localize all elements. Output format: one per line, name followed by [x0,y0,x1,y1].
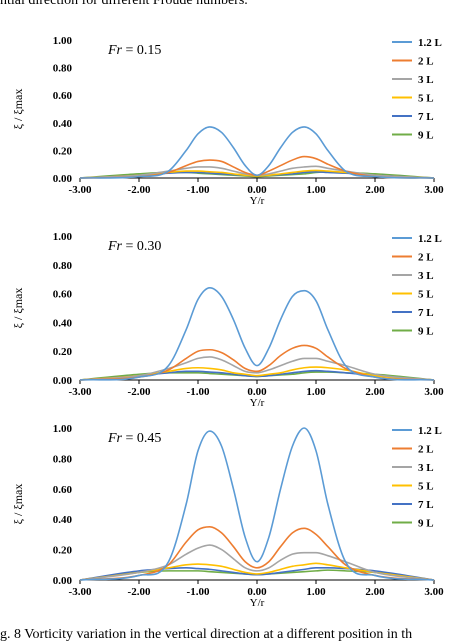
figure-caption-top: ntial direction for different Froude num… [0,0,248,8]
chart-panel-fr-045: 0.00 0.20 0.40 0.60 0.80 1.00 -3.00 -2.00 -1.00 0… [0,420,474,620]
x-tick-label: -3.00 [69,386,92,398]
x-tick-label: 1.00 [306,184,326,196]
froude-annotation: Fr = 0.30 [107,239,161,254]
froude-value: = 0.15 [122,43,161,58]
y-tick-label: 0.40 [53,514,73,526]
y-tick-label: 0.40 [53,317,73,329]
line-chart-fr-045: 0.00 0.20 0.40 0.60 0.80 1.00 -3.00 -2.00 -1.00 0… [11,423,444,609]
legend-entry: 1.2 L [418,37,442,49]
x-tick-label: 3.00 [424,586,444,598]
froude-value: = 0.30 [122,239,161,254]
series-line-1-2-l [79,287,435,381]
legend-entry: 9 L [418,130,434,142]
legend-entry: 1.2 L [418,425,442,437]
legend-entry: 9 L [418,326,434,338]
x-tick-label: 0.00 [247,586,267,598]
line-chart-fr-015: 0.00 0.20 0.40 0.60 0.80 1.00 -3.00 -2.00 -1.00 0… [11,35,444,207]
y-tick-label: 0.80 [53,63,73,75]
x-tick-label: -2.00 [128,586,151,598]
figure-caption-bottom: g. 8 Vorticity variation in the vertical… [0,628,413,642]
legend-entry: 3 L [418,270,434,282]
x-tick-label: 0.00 [247,184,267,196]
legend-entry: 3 L [418,462,434,474]
legend-entry: 2 L [418,252,434,264]
legend-entry: 5 L [418,481,434,493]
froude-symbol: Fr [107,431,123,446]
x-axis-label: Y/r [250,397,265,409]
x-tick-label: 0.00 [247,386,267,398]
legend-entry: 5 L [418,289,434,301]
legend-entry: 7 L [418,111,434,123]
y-tick-label: 0.00 [53,575,73,587]
y-axis-label: ξ / ξmax [11,288,25,329]
x-tick-label: -1.00 [187,184,210,196]
x-tick-label: -3.00 [69,184,92,196]
x-tick-label: 3.00 [424,386,444,398]
y-tick-label: 1.00 [53,423,73,435]
chart-panel-fr-015: 0.00 0.20 0.40 0.60 0.80 1.00 -3.00 -2.00 -1.00 0… [0,22,474,222]
y-tick-label: 0.40 [53,118,73,130]
series-line-1-2-l [79,427,435,581]
legend-entry: 1.2 L [418,233,442,245]
y-tick-label: 0.20 [53,545,73,557]
line-chart-fr-030: 0.00 0.20 0.40 0.60 0.80 1.00 -3.00 -2.00 -1.00 0… [11,231,444,409]
y-tick-label: 0.80 [53,260,73,272]
x-tick-label: 2.00 [365,586,385,598]
x-tick-label: 1.00 [306,586,326,598]
series-line-3-l [79,356,435,381]
froude-symbol: Fr [107,43,123,58]
legend-entry: 7 L [418,307,434,319]
x-tick-label: 1.00 [306,386,326,398]
froude-symbol: Fr [107,239,123,254]
y-tick-label: 0.00 [53,375,73,387]
y-tick-label: 0.80 [53,453,73,465]
x-axis-label: Y/r [250,597,265,609]
legend-entry: 2 L [418,56,434,68]
y-tick-label: 1.00 [53,231,73,243]
series-line-5-l [79,562,435,581]
froude-annotation: Fr = 0.45 [107,431,161,446]
y-axis-label: ξ / ξmax [11,484,25,525]
series-line-3-l [79,544,435,581]
y-tick-label: 0.60 [53,90,73,102]
x-tick-label: -1.00 [187,586,210,598]
legend-entry: 2 L [418,444,434,456]
series-line-2-l [79,344,435,381]
chart-panel-fr-030: 0.00 0.20 0.40 0.60 0.80 1.00 -3.00 -2.00 -1.00 0… [0,224,474,424]
y-axis-label: ξ / ξmax [11,89,25,130]
series-line-5-l [79,366,435,381]
series-line-1-2-l [79,126,435,179]
legend-entry: 5 L [418,93,434,105]
y-tick-label: 0.20 [53,145,73,157]
x-tick-label: -3.00 [69,586,92,598]
y-tick-label: 0.20 [53,346,73,358]
x-tick-label: 3.00 [424,184,444,196]
legend-entry: 9 L [418,518,434,530]
legend-entry: 7 L [418,499,434,511]
x-axis-label: Y/r [250,195,265,207]
x-tick-label: 2.00 [365,184,385,196]
y-tick-label: 1.00 [53,35,73,47]
series-line-2-l [79,525,435,581]
x-tick-label: -2.00 [128,184,151,196]
y-tick-label: 0.60 [53,289,73,301]
froude-annotation: Fr = 0.15 [107,43,161,58]
x-tick-label: -2.00 [128,386,151,398]
legend-entry: 3 L [418,74,434,86]
y-tick-label: 0.00 [53,173,73,185]
y-tick-label: 0.60 [53,484,73,496]
froude-value: = 0.45 [122,431,161,446]
x-tick-label: -1.00 [187,386,210,398]
x-tick-label: 2.00 [365,386,385,398]
